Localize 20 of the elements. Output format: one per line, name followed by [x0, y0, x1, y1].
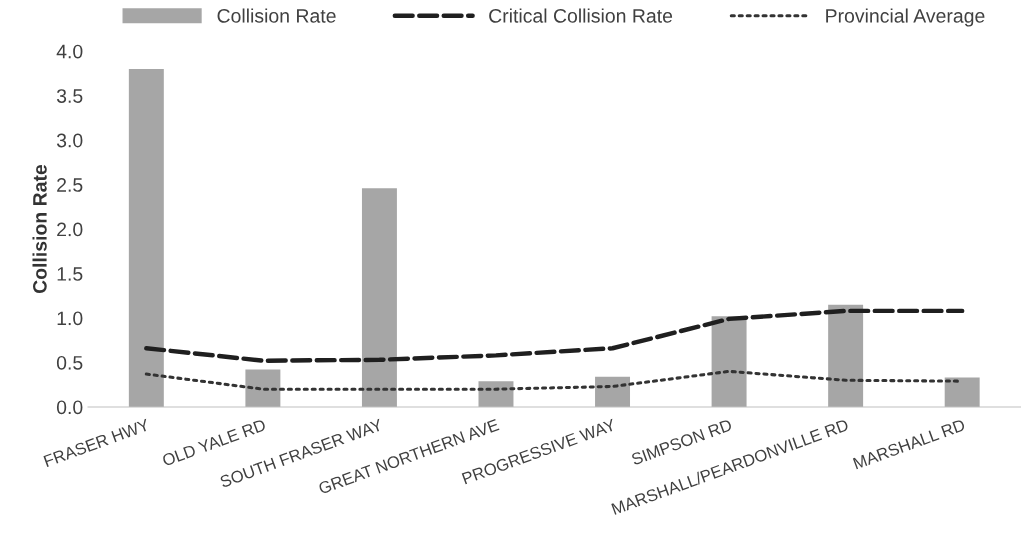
- bar: [361, 188, 397, 407]
- legend-label: Provincial Average: [826, 8, 985, 27]
- y-tick-label: 2.5: [57, 178, 83, 192]
- legend-label: Collision Rate: [217, 8, 336, 23]
- y-tick-label: 0.5: [56, 355, 83, 370]
- bar: [128, 68, 164, 407]
- y-tick-label: 3.5: [56, 89, 83, 103]
- bar: [245, 369, 281, 407]
- y-tick-label: 2.0: [57, 222, 83, 237]
- y-tick-label: 1.0: [57, 311, 83, 326]
- y-axis-title: Collision Rate: [32, 164, 47, 294]
- y-tick-label: 4.0: [56, 44, 83, 59]
- legend-label: Critical Collision Rate: [489, 8, 673, 23]
- y-tick-label: 1.5: [57, 267, 83, 281]
- line-series: [144, 308, 965, 363]
- y-tick-label: 3.0: [56, 133, 83, 148]
- bar: [944, 377, 980, 407]
- bar: [828, 304, 864, 407]
- bar: [711, 316, 747, 407]
- y-tick-label: 0.0: [56, 400, 83, 415]
